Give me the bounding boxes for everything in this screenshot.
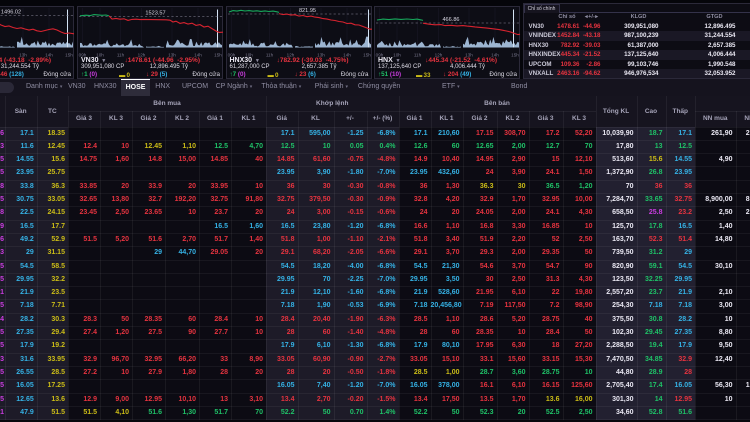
svg-text:14h: 14h	[194, 52, 202, 57]
svg-text:466.86: 466.86	[442, 16, 459, 22]
svg-text:15h: 15h	[214, 52, 222, 57]
svg-text:13h: 13h	[168, 52, 176, 57]
svg-text:12h: 12h	[138, 52, 146, 57]
svg-text:12h: 12h	[286, 52, 294, 57]
svg-text:11h: 11h	[265, 52, 273, 57]
svg-text:10h: 10h	[393, 52, 401, 57]
svg-text:1496.02: 1496.02	[1, 9, 21, 15]
svg-text:12h: 12h	[435, 52, 443, 57]
svg-text:15h: 15h	[65, 52, 73, 57]
svg-text:13h: 13h	[19, 52, 27, 57]
svg-text:14h: 14h	[45, 52, 53, 57]
svg-text:15h: 15h	[363, 52, 371, 57]
svg-text:11h: 11h	[414, 52, 422, 57]
svg-text:10h: 10h	[245, 52, 253, 57]
svg-text:1523.57: 1523.57	[145, 10, 165, 16]
svg-text:09h: 09h	[376, 52, 384, 57]
svg-text:09h: 09h	[227, 52, 235, 57]
svg-text:14h: 14h	[343, 52, 351, 57]
svg-text:11h: 11h	[117, 52, 125, 57]
svg-text:10h: 10h	[96, 52, 104, 57]
svg-text:13h: 13h	[465, 52, 473, 57]
svg-text:15h: 15h	[511, 52, 519, 57]
svg-text:09h: 09h	[79, 52, 87, 57]
svg-text:13h: 13h	[317, 52, 325, 57]
svg-text:14h: 14h	[491, 52, 499, 57]
svg-text:821.95: 821.95	[298, 7, 315, 13]
